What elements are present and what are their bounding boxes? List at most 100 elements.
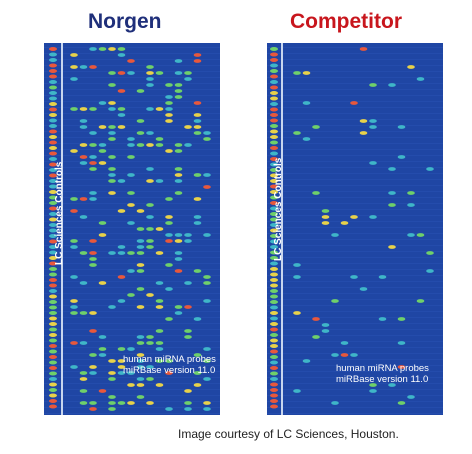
norgen-array-spots [44,47,220,414]
probe-spot [127,155,135,159]
probe-spot [388,167,396,171]
probe-spot [340,221,349,225]
probe-spot [117,371,126,375]
array-row-band [44,107,220,108]
control-spot [270,245,278,249]
probe-spot [108,401,116,405]
probe-spot [331,353,339,357]
control-spot [49,250,57,255]
control-spot [270,190,278,194]
probe-spot [293,275,301,279]
control-spot [49,184,57,189]
control-spot [49,223,57,227]
control-spot [49,311,57,315]
probe-spot [293,389,301,393]
control-spot [270,135,278,139]
control-spot [49,294,57,299]
array-row-band [267,329,443,330]
control-spot [270,212,278,216]
probe-spot [127,383,135,387]
probe-spot [184,407,192,411]
probe-spot [108,71,116,75]
probe-spot [193,215,202,219]
control-spot [270,294,278,299]
array-row-band [267,251,443,252]
probe-spot [79,341,88,345]
array-row-band [44,329,220,330]
probe-spot [426,251,434,255]
control-spot [49,91,57,95]
array-row-band [267,335,443,336]
control-spot [270,118,278,123]
array-row-band [267,47,443,48]
probe-spot [70,209,78,213]
array-row-band [267,113,443,114]
probe-spot [312,317,320,321]
array-row-band [44,323,220,324]
array-row-band [267,305,443,306]
array-row-band [44,299,220,300]
probe-spot [155,179,164,183]
probe-spot [184,125,192,129]
probe-spot [302,71,311,75]
control-spot [270,377,278,381]
control-spot [49,360,57,365]
array-row-band [44,305,220,306]
probe-spot [117,107,126,111]
control-spot [270,52,278,57]
probe-spot [136,383,145,387]
control-spot [270,102,278,106]
probe-spot [108,47,116,51]
probe-label-line1: human miRNA probes [336,363,429,374]
control-spot [270,96,278,101]
probe-spot [350,353,358,357]
probe-spot [416,233,425,237]
control-spot [49,393,57,398]
probe-spot [117,113,126,117]
array-row-band [267,413,443,414]
probe-spot [70,107,78,111]
array-row-band [267,179,443,180]
probe-spot [165,101,173,105]
control-spot [49,129,57,134]
probe-spot [193,113,202,117]
probe-spot [203,299,211,303]
probe-spot [70,365,78,369]
control-spot [49,338,57,343]
probe-spot [155,329,164,333]
control-spot [49,157,57,161]
probe-spot [108,155,116,159]
probe-spot [79,311,88,315]
probe-spot [155,137,164,141]
probe-spot [117,245,126,249]
probe-spot [407,191,415,195]
array-row-band [44,311,220,312]
probe-spot [146,227,154,231]
array-row-band [267,95,443,96]
competitor-array-spots [267,47,443,414]
control-spot [270,305,278,310]
probe-spot [312,191,320,195]
probe-spot [302,101,311,105]
probe-spot [117,47,126,51]
probe-spot [165,407,173,411]
probe-spot [108,107,116,111]
probe-spot [203,173,211,177]
probe-spot [312,335,320,339]
probe-spot [127,203,135,207]
probe-spot [378,275,387,279]
probe-spot [155,341,164,345]
array-row-band [267,287,443,288]
probe-label-line2: miRBase version 11.0 [123,365,216,376]
array-row-band [267,173,443,174]
control-spot [49,179,57,183]
control-spot [49,206,57,211]
probe-spot [388,383,396,387]
control-spot [49,162,57,167]
probe-spot [79,251,88,255]
probe-spot [174,269,183,273]
control-spot [49,135,57,139]
probe-spot [184,143,192,147]
probe-spot [369,125,377,129]
probe-spot [397,317,406,321]
